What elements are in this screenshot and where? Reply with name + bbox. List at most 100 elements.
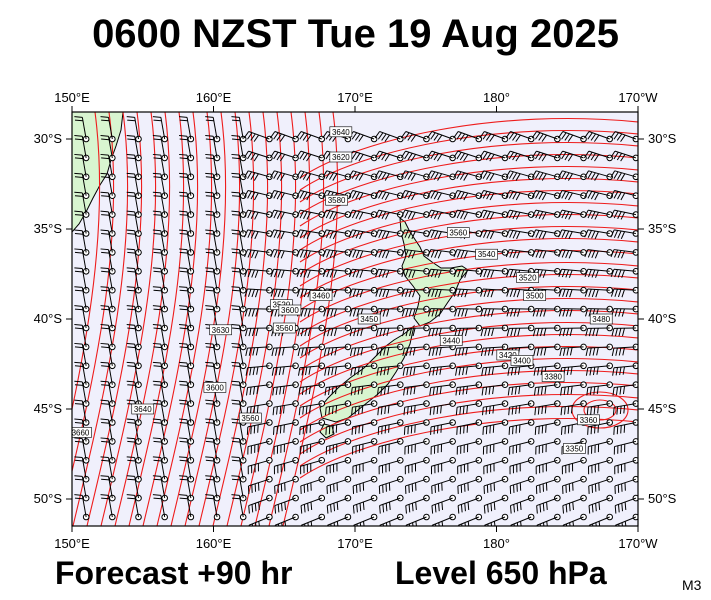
wind-barb [179,342,195,370]
wind-barb [100,191,116,218]
lon-label: 160°E [196,90,232,105]
wind-barb [100,324,116,351]
contour-line [72,112,101,412]
wind-barb [300,513,326,526]
wind-barb [74,380,90,407]
wind-barb [480,343,509,357]
wind-barb [376,381,404,396]
wind-barb [429,381,456,396]
wind-barb [374,170,404,181]
wind-barb [126,210,142,237]
wind-barb [247,475,273,494]
wind-barb [179,135,195,162]
contour-label: 3660 [72,427,92,438]
wind-barb [535,475,561,494]
wind-barb [246,419,273,435]
contour-line [128,112,185,526]
wind-barb [505,170,535,181]
wind-barb [205,267,221,294]
wind-barb [426,170,456,181]
wind-barb [269,209,299,220]
contour-label: 3630 [209,324,232,336]
wind-barb [272,400,299,416]
wind-barb [483,457,509,475]
contour-label: 3500 [523,290,547,301]
wind-barb [179,172,195,199]
contour-label: 3620 [329,151,353,163]
wind-barb [248,494,273,514]
wind-barb [126,191,142,218]
wind-barb [351,419,378,435]
wind-barb [456,419,483,435]
wind-barb [231,248,247,275]
wind-barb [430,457,456,475]
wind-barb [427,249,456,259]
wind-barb [100,361,116,389]
wind-barb [610,150,638,162]
wind-barb [508,419,535,435]
wind-barb [205,437,221,464]
wind-barb [100,210,116,237]
wind-barb [244,324,273,337]
lat-label: 50°S [648,491,677,506]
contour-line [142,112,199,526]
svg-text:3630: 3630 [212,326,230,335]
wind-barb [126,456,142,483]
wind-barb [152,229,168,256]
svg-text:3660: 3660 [72,428,90,437]
wind-barb [374,229,404,240]
wind-barb [454,305,483,317]
wind-barb [400,190,430,201]
wind-barb [614,513,638,526]
wind-barb [610,131,638,143]
wind-barb [246,381,273,396]
wind-barb [453,150,483,162]
wind-barb [323,305,352,317]
wind-barb [402,324,430,337]
wind-barb [610,249,638,259]
wind-barb [375,286,404,298]
axis-ticks [66,106,644,532]
wind-barb [510,513,535,526]
wind-barb [375,305,404,317]
wind-barb [584,286,614,298]
wind-barb [152,210,168,237]
wind-barb [558,305,587,317]
wind-barb [457,494,483,514]
wind-barb [352,494,378,514]
wind-barb [509,457,535,475]
wind-barb [405,475,430,494]
wind-barb [74,437,90,464]
wind-barb [322,268,352,278]
wind-barb [205,286,221,313]
wind-barb [431,475,456,494]
svg-text:3640: 3640 [332,128,350,137]
contour-label: 3520 [516,272,539,283]
contour-line [184,112,241,526]
wind-barb [400,170,430,181]
contour-label: 3600 [278,304,302,316]
wind-barb [507,362,535,376]
lat-label: 35°S [34,221,63,236]
wind-barb [610,286,638,298]
wind-barb [480,286,509,298]
wind-barb [558,286,587,298]
wind-barb [231,286,247,313]
wind-barb [481,362,509,376]
wind-barb [375,268,404,278]
wind-barb [272,381,299,396]
contour-line [299,273,638,335]
wind-barb [352,475,378,494]
contour-line [156,112,213,526]
lat-label: 50°S [34,491,63,506]
svg-text:3620: 3620 [332,153,350,162]
contour-line [72,112,115,474]
wind-barb [100,380,116,407]
wind-barb [404,457,430,475]
wind-barb [274,513,299,526]
wind-barb [480,324,509,337]
wind-barb [374,150,404,162]
wind-barb [374,249,404,259]
wind-barb [273,457,299,475]
wind-barb [427,209,456,220]
